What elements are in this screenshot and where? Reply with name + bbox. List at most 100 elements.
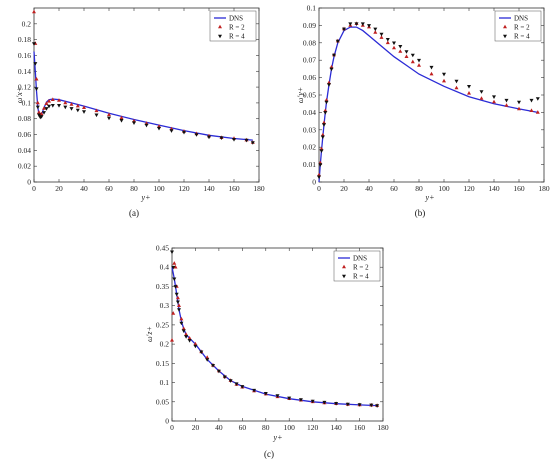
marker-r4 xyxy=(199,350,204,355)
legend-swatch-marker xyxy=(342,274,346,279)
chart-panel-c: 0 20 40 60 80 100 120 140 160 180 0 0.05 0.1 0.15 0.2 0… xyxy=(145,244,389,460)
marker-r4 xyxy=(375,404,380,408)
x-tick-label: 120 xyxy=(178,184,190,193)
y-tick-label: 0.04 xyxy=(303,108,316,117)
marker-r4 xyxy=(63,105,68,110)
legend-label: R = 4 xyxy=(229,33,245,41)
y-tick-label: 0.08 xyxy=(18,114,31,123)
marker-r4 xyxy=(44,107,49,111)
x-tick-label: 80 xyxy=(262,423,270,432)
marker-r2 xyxy=(184,332,189,336)
marker-r4 xyxy=(75,108,80,113)
marker-r4 xyxy=(335,39,340,44)
x-tick-label: 160 xyxy=(228,184,240,193)
marker-r2 xyxy=(504,103,509,107)
marker-r4 xyxy=(250,141,255,145)
legend-label: R = 2 xyxy=(353,264,369,272)
y-tick-label: 0.14 xyxy=(18,67,31,76)
y-tick-label: 0.05 xyxy=(156,397,169,406)
marker-r2 xyxy=(37,110,41,114)
y-tick-label: 0.12 xyxy=(18,83,31,92)
marker-r2 xyxy=(82,105,86,109)
x-tick-label: 40 xyxy=(80,184,88,193)
marker-r4 xyxy=(42,111,46,115)
y-tick-label: 0 xyxy=(165,417,169,426)
x-tick-label: 20 xyxy=(340,184,348,193)
x-tick-label: 0 xyxy=(32,184,36,193)
marker-r2 xyxy=(492,99,496,104)
marker-r2 xyxy=(320,132,325,137)
marker-r4 xyxy=(144,123,149,128)
legend-box xyxy=(333,250,381,282)
marker-r4 xyxy=(442,72,446,77)
y-tick-label: 0.01 xyxy=(303,160,316,169)
x-axis-label: y+ xyxy=(425,193,435,202)
legend-label: R = 4 xyxy=(353,273,369,281)
marker-r2 xyxy=(39,111,44,116)
marker-r4 xyxy=(132,121,136,125)
y-tick-label: 0.04 xyxy=(18,146,31,155)
x-tick-label: 120 xyxy=(463,184,475,193)
y-tick-label: 0.45 xyxy=(156,244,169,253)
marker-r4 xyxy=(492,95,496,99)
marker-r4 xyxy=(342,27,346,32)
marker-r4 xyxy=(319,149,324,153)
plot-frame xyxy=(171,247,384,422)
legend-swatch-marker xyxy=(218,24,222,29)
marker-r2 xyxy=(47,99,51,103)
marker-r4 xyxy=(222,375,227,380)
marker-r4 xyxy=(410,53,415,58)
marker-r2 xyxy=(32,9,36,14)
marker-r4 xyxy=(392,41,396,46)
x-axis-label: y+ xyxy=(141,193,151,202)
marker-r2 xyxy=(317,172,321,177)
x-tick-label: 140 xyxy=(330,423,342,432)
marker-r4 xyxy=(169,129,174,133)
marker-r2 xyxy=(322,120,326,125)
marker-r4 xyxy=(373,27,378,32)
legend-swatch-marker xyxy=(342,264,346,269)
marker-r4 xyxy=(517,100,521,105)
marker-r4 xyxy=(317,175,321,180)
marker-r4 xyxy=(287,396,292,401)
legend-label: DNS xyxy=(353,255,367,263)
marker-r4 xyxy=(232,138,236,142)
marker-r2 xyxy=(442,78,446,83)
marker-r4 xyxy=(244,138,249,143)
marker-r4 xyxy=(404,50,409,54)
marker-r2 xyxy=(205,355,210,359)
marker-r4 xyxy=(119,119,124,123)
panel-caption: (c) xyxy=(264,449,274,459)
y-tick-label: 0.4 xyxy=(160,263,170,272)
marker-r2 xyxy=(467,91,471,95)
marker-r2 xyxy=(517,106,521,111)
marker-r4 xyxy=(345,402,350,407)
y-tick-label: 0.35 xyxy=(156,282,169,291)
marker-r2 xyxy=(173,264,178,269)
marker-r4 xyxy=(263,392,268,396)
marker-r4 xyxy=(357,403,362,407)
marker-r4 xyxy=(369,403,374,408)
marker-r4 xyxy=(179,321,184,326)
marker-r4 xyxy=(177,308,181,312)
marker-r2 xyxy=(119,115,124,120)
marker-r2 xyxy=(324,97,329,102)
marker-r4 xyxy=(69,107,74,111)
marker-r4 xyxy=(398,45,403,49)
marker-r4 xyxy=(205,358,210,362)
y-tick-label: 0.25 xyxy=(156,320,169,329)
y-tick-label: 0.02 xyxy=(18,162,31,171)
marker-r2 xyxy=(379,35,384,39)
y-axis-label: ω′y+ xyxy=(296,87,305,103)
marker-r2 xyxy=(34,76,39,81)
x-tick-label: 100 xyxy=(284,423,296,432)
marker-r2 xyxy=(69,102,74,106)
marker-r4 xyxy=(385,38,390,42)
marker-r2 xyxy=(385,40,390,45)
marker-r4 xyxy=(174,292,179,297)
marker-r2 xyxy=(175,295,180,300)
y-tick-label: 0.3 xyxy=(160,301,170,310)
y-axis-label: ω′x+ xyxy=(15,87,24,103)
marker-r2 xyxy=(373,30,378,34)
